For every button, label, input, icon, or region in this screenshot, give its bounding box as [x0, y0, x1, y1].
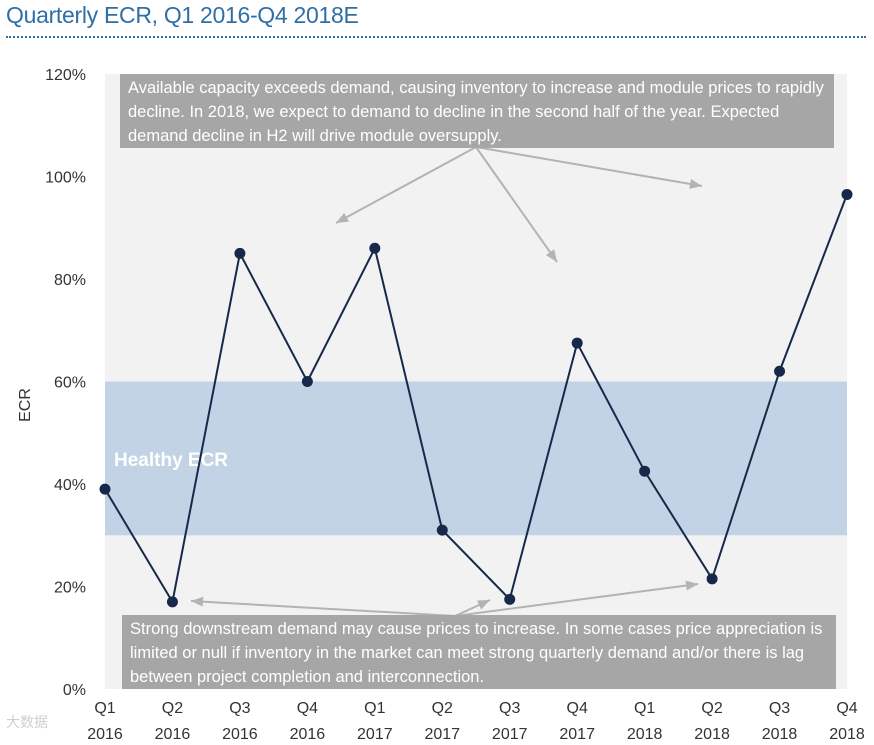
- y-tick-label: 60%: [54, 375, 86, 392]
- x-tick-year: 2018: [762, 726, 798, 743]
- ecr-data-point: [234, 247, 246, 259]
- healthy-ecr-label: Healthy ECR: [114, 450, 228, 471]
- healthy-ecr-band: [105, 381, 847, 536]
- arrow-head: [191, 596, 204, 607]
- x-tick-quarter: Q3: [229, 700, 250, 717]
- x-tick-year: 2016: [87, 726, 123, 743]
- x-tick-quarter: Q1: [634, 700, 655, 717]
- x-tick-quarter: Q4: [567, 700, 588, 717]
- ecr-data-point: [841, 188, 853, 200]
- ecr-data-points: [99, 188, 853, 608]
- x-tick-year: 2018: [627, 726, 663, 743]
- x-tick-year: 2018: [829, 726, 865, 743]
- x-tick-quarter: Q3: [499, 700, 520, 717]
- x-tick-year: 2017: [559, 726, 595, 743]
- x-tick-quarter: Q2: [432, 700, 453, 717]
- x-tick-year: 2017: [357, 726, 393, 743]
- y-axis-ticks: 0% 20% 40% 60% 80% 100% 120%: [45, 67, 86, 699]
- chart-title: Quarterly ECR, Q1 2016-Q4 2018E: [6, 2, 359, 28]
- ecr-data-point: [706, 573, 718, 585]
- x-axis-ticks: Q1 2016 Q2 2016 Q3 2016 Q4 2016 Q1 2017 Q2 2017 Q3 20…: [87, 700, 865, 743]
- y-tick-label: 80%: [54, 272, 86, 289]
- x-tick-quarter: Q4: [836, 700, 857, 717]
- x-tick-year: 2016: [290, 726, 326, 743]
- x-tick-quarter: Q1: [364, 700, 385, 717]
- y-tick-label: 100%: [45, 170, 86, 187]
- arrow-shaft: [335, 146, 477, 224]
- x-tick-year: 2017: [424, 726, 460, 743]
- ecr-data-point: [436, 524, 448, 536]
- ecr-data-point: [301, 376, 313, 387]
- y-tick-label: 40%: [54, 477, 86, 494]
- arrow-shaft: [454, 583, 699, 617]
- ecr-data-point: [504, 593, 516, 605]
- ecr-data-point: [571, 337, 583, 349]
- x-tick-year: 2016: [155, 726, 191, 743]
- y-tick-label: 20%: [54, 580, 86, 597]
- arrow-head: [546, 249, 557, 262]
- y-axis-label: ECR: [17, 388, 34, 422]
- x-tick-quarter: Q2: [162, 700, 183, 717]
- watermark: 大数据: [6, 714, 48, 730]
- y-tick-label: 0%: [63, 682, 86, 699]
- annotation-oversupply: Available capacity exceeds demand, causi…: [120, 74, 834, 148]
- annotation-arrows: [190, 146, 703, 617]
- ecr-series-line: [104, 194, 848, 605]
- arrow-shaft: [475, 146, 703, 187]
- ecr-data-point: [369, 242, 381, 254]
- arrow-head: [689, 179, 702, 189]
- arrow-head: [336, 212, 349, 223]
- y-tick-label: 120%: [45, 67, 86, 84]
- x-tick-quarter: Q2: [701, 700, 722, 717]
- arrow-shaft: [190, 600, 456, 617]
- title-divider: [6, 36, 866, 38]
- x-tick-quarter: Q4: [297, 700, 318, 717]
- annotation-strong-demand: Strong downstream demand may cause price…: [122, 615, 836, 689]
- ecr-data-point: [774, 365, 786, 377]
- arrow-shaft: [475, 146, 558, 263]
- ecr-data-point: [99, 483, 111, 495]
- arrow-head: [477, 600, 490, 610]
- ecr-data-point: [639, 465, 651, 477]
- x-tick-year: 2016: [222, 726, 258, 743]
- x-tick-year: 2018: [694, 726, 730, 743]
- x-tick-quarter: Q1: [94, 700, 115, 717]
- arrow-head: [685, 580, 698, 591]
- x-tick-quarter: Q3: [769, 700, 790, 717]
- ecr-data-point: [166, 596, 178, 608]
- x-tick-year: 2017: [492, 726, 528, 743]
